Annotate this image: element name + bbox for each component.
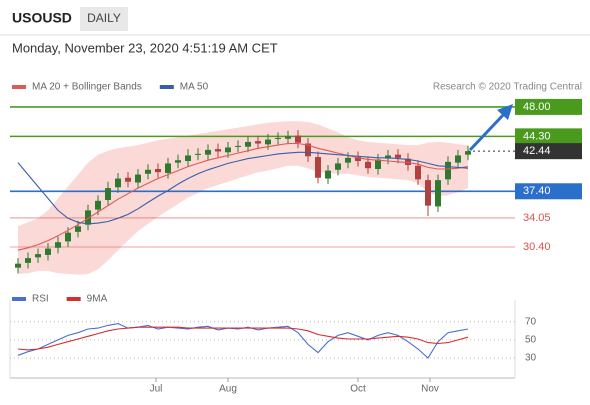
source: Research © 2020 Trading Central <box>433 82 582 93</box>
x-tick-label: Aug <box>219 384 237 395</box>
candle-body <box>165 163 171 173</box>
arrow-head <box>497 104 513 120</box>
candle-body <box>15 263 21 268</box>
candle-body <box>45 248 51 255</box>
candle-body <box>95 200 101 210</box>
level-label: 48.00 <box>523 101 551 113</box>
candle-body <box>255 141 261 144</box>
level-label: 42.44 <box>523 145 551 157</box>
level-label: 37.40 <box>523 185 551 197</box>
candle-body <box>105 188 111 201</box>
y-tick-label: 50 <box>525 335 537 346</box>
legend-swatch <box>12 297 26 301</box>
y-tick-label: 70 <box>525 316 537 327</box>
legend-label: MA 20 + Bollinger Bands <box>32 82 142 93</box>
candle-body <box>435 180 441 207</box>
candle-body <box>445 161 451 180</box>
candle-body <box>425 180 431 206</box>
legend-swatch <box>12 85 26 89</box>
candle-body <box>265 139 271 145</box>
candle-body <box>385 155 391 159</box>
candle-body <box>365 161 371 169</box>
candle-body <box>235 145 241 147</box>
candle-body <box>295 135 301 143</box>
legend-swatch <box>66 297 81 301</box>
candle-body <box>225 147 231 153</box>
candle-body <box>195 153 201 155</box>
candle-body <box>285 136 291 139</box>
candle-body <box>465 151 471 155</box>
candle-body <box>355 157 361 162</box>
candle-body <box>325 170 331 179</box>
level-label-box <box>515 143 582 160</box>
candle-body <box>415 165 421 180</box>
candle-body <box>455 155 461 163</box>
timeframe-tab[interactable] <box>80 7 128 31</box>
legend-label: 9MA <box>87 294 108 305</box>
forecast-arrow <box>468 111 507 152</box>
candle-body <box>185 155 191 162</box>
candle-body <box>175 160 181 163</box>
level-label-box <box>515 98 582 115</box>
level-label-box <box>515 128 582 145</box>
candle-body <box>375 159 381 169</box>
moving-average <box>17 151 469 225</box>
timeframe[interactable]: DAILY <box>87 11 121 25</box>
candle-body <box>305 143 311 157</box>
moving-average <box>17 142 469 251</box>
candle-body <box>245 141 251 147</box>
legend-label: RSI <box>32 294 49 305</box>
candle-body <box>205 149 211 155</box>
symbol: USOUSD <box>12 10 72 26</box>
candle-body <box>125 177 131 182</box>
candle-body <box>55 242 61 248</box>
legend-swatch <box>159 85 174 89</box>
candle-body <box>345 157 351 163</box>
timestamp: Monday, November 23, 2020 4:51:19 AM CET <box>12 40 278 55</box>
candle-body <box>145 169 151 174</box>
candle-body <box>395 154 401 158</box>
level-label: 44.30 <box>523 130 551 142</box>
candle-body <box>85 210 91 225</box>
candle-body <box>335 163 341 170</box>
candle-body <box>315 157 321 178</box>
candle-body <box>115 178 121 188</box>
candle-body <box>215 149 221 152</box>
y-tick-label: 30 <box>525 353 537 364</box>
indicator-line <box>17 326 469 351</box>
legend-label: MA 50 <box>180 82 209 93</box>
chart-layer: MA 20 + Bollinger Bands MA 50 48.00 44.30 42… <box>10 82 582 395</box>
candle-body <box>35 254 41 258</box>
candle-body <box>405 158 411 166</box>
candle-body <box>275 137 281 139</box>
x-tick-label: Nov <box>421 384 439 395</box>
level-label: 30.40 <box>523 241 551 253</box>
candle-body <box>155 168 161 173</box>
candle-body <box>65 232 71 242</box>
candle-body <box>25 258 31 263</box>
x-tick-label: Jul <box>150 384 163 395</box>
level-label: 34.05 <box>523 212 551 224</box>
candle-body <box>135 174 141 183</box>
x-tick-label: Oct <box>350 384 366 395</box>
level-label-box <box>515 183 582 200</box>
candle-body <box>75 226 81 232</box>
